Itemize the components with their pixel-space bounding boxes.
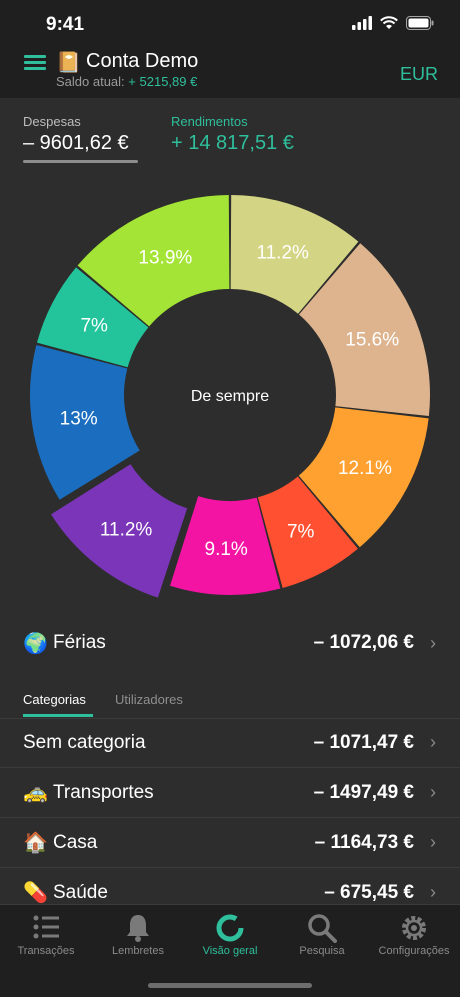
home-indicator bbox=[148, 983, 312, 988]
slice-percent-label: 7% bbox=[80, 316, 108, 337]
nav-overview[interactable]: Visão geral bbox=[184, 905, 276, 965]
nav-transactions[interactable]: Transações bbox=[0, 905, 92, 965]
app-header: 📔 Conta Demo Saldo atual: + 5215,89 € EU… bbox=[0, 48, 460, 98]
nav-reminders[interactable]: Lembretes bbox=[92, 905, 184, 965]
donut-chart-svg: 11.2% 15.6% 12.1% 7% 9.1% 11.2% 13% 7% 13.9% De s… bbox=[29, 195, 430, 598]
chevron-right-icon: › bbox=[430, 782, 436, 802]
nav-search[interactable]: Pesquisa bbox=[276, 905, 368, 965]
account-title[interactable]: Conta Demo bbox=[86, 50, 199, 72]
list-icon bbox=[33, 915, 59, 939]
nav-label: Configurações bbox=[378, 945, 450, 957]
chevron-right-icon: › bbox=[430, 732, 436, 752]
category-value: – 1071,47 € bbox=[313, 731, 414, 753]
tag-value: – 1072,06 € bbox=[313, 632, 414, 653]
menu-icon[interactable] bbox=[24, 52, 46, 72]
category-row-transportes[interactable]: 🚕 Transportes – 1497,49 € › bbox=[0, 768, 460, 818]
pie-slice[interactable] bbox=[298, 407, 429, 548]
slice-percent-label: 11.2% bbox=[256, 242, 309, 263]
bell-icon bbox=[127, 915, 149, 942]
expenses-label[interactable]: Despesas bbox=[23, 114, 81, 129]
account-book-icon: 📔 bbox=[56, 52, 81, 74]
taxi-icon: 🚕 bbox=[23, 782, 48, 804]
pie-slice[interactable] bbox=[299, 243, 430, 417]
current-balance: Saldo atual: + 5215,89 € bbox=[56, 74, 197, 89]
income-label[interactable]: Rendimentos bbox=[171, 114, 248, 129]
chevron-right-icon: › bbox=[430, 632, 436, 653]
income-value[interactable]: + 14 817,51 € bbox=[171, 132, 294, 154]
tag-row-ferias[interactable]: 🌍 Férias – 1072,06 € › bbox=[0, 620, 460, 666]
status-time: 9:41 bbox=[46, 14, 85, 35]
slice-percent-label: 12.1% bbox=[338, 458, 392, 479]
nav-label: Transações bbox=[17, 945, 75, 957]
slice-percent-label: 7% bbox=[287, 522, 315, 543]
balance-label: Saldo atual: bbox=[56, 74, 125, 89]
balance-value: + 5215,89 € bbox=[128, 74, 198, 89]
gear-icon bbox=[402, 916, 426, 940]
category-label: Transportes bbox=[53, 781, 154, 803]
nav-settings[interactable]: Configurações bbox=[368, 905, 460, 965]
bottom-nav: Transações Lembretes Visão geral Pesquis… bbox=[0, 904, 460, 997]
slice-percent-label: 9.1% bbox=[205, 539, 248, 560]
tab-active-indicator bbox=[23, 714, 93, 717]
expenses-selected-indicator bbox=[23, 160, 138, 163]
pie-slice[interactable] bbox=[29, 344, 140, 500]
category-label: Saúde bbox=[53, 881, 108, 903]
search-icon bbox=[308, 914, 337, 943]
pie-slice[interactable] bbox=[36, 267, 149, 368]
chevron-right-icon: › bbox=[430, 832, 436, 852]
nav-label: Lembretes bbox=[112, 945, 164, 957]
category-row-sem-categoria[interactable]: Sem categoria – 1071,47 € › bbox=[0, 718, 460, 768]
expenses-value[interactable]: – 9601,62 € bbox=[23, 132, 129, 154]
pie-slice[interactable] bbox=[169, 496, 281, 595]
tab-categories[interactable]: Categorias bbox=[23, 692, 86, 707]
category-label: Casa bbox=[53, 831, 98, 853]
category-value: – 675,45 € bbox=[324, 881, 414, 903]
battery-icon bbox=[406, 16, 434, 30]
slice-percent-label: 13.9% bbox=[138, 247, 192, 268]
nav-label: Pesquisa bbox=[299, 945, 345, 957]
expenses-donut-chart: 11.2% 15.6% 12.1% 7% 9.1% 11.2% 13% 7% 13.9% De s… bbox=[0, 185, 460, 605]
globe-icon: 🌍 bbox=[23, 632, 48, 655]
slice-percent-label: 13% bbox=[60, 409, 98, 430]
category-value: – 1497,49 € bbox=[313, 781, 414, 803]
nav-label: Visão geral bbox=[202, 945, 258, 957]
pie-slice[interactable] bbox=[257, 476, 358, 588]
slice-percent-label: 15.6% bbox=[345, 330, 399, 351]
pie-slice[interactable] bbox=[230, 195, 359, 314]
category-list: Sem categoria – 1071,47 € › 🚕 Transporte… bbox=[0, 718, 460, 918]
slice-percent-label: 11.2% bbox=[100, 519, 153, 540]
pie-slice[interactable] bbox=[77, 195, 230, 327]
category-row-casa[interactable]: 🏠 Casa – 1164,73 € › bbox=[0, 818, 460, 868]
breakdown-tabs: Categorias Utilizadores bbox=[0, 688, 460, 719]
category-label: Sem categoria bbox=[23, 731, 146, 753]
pie-slice[interactable] bbox=[51, 464, 188, 598]
summary-totals: Despesas – 9601,62 € Rendimentos + 14 81… bbox=[0, 98, 460, 170]
chevron-right-icon: › bbox=[430, 882, 436, 902]
tag-label: Férias bbox=[53, 632, 106, 653]
tab-users[interactable]: Utilizadores bbox=[115, 692, 183, 707]
signal-icon bbox=[352, 16, 372, 30]
pill-icon: 💊 bbox=[23, 882, 48, 904]
wifi-icon bbox=[380, 16, 398, 29]
currency-button[interactable]: EUR bbox=[399, 64, 438, 84]
donut-center-label[interactable]: De sempre bbox=[191, 388, 269, 405]
donut-chart-icon bbox=[216, 914, 244, 942]
category-value: – 1164,73 € bbox=[314, 831, 414, 853]
status-bar: 9:41 bbox=[0, 0, 460, 48]
house-icon: 🏠 bbox=[23, 832, 48, 854]
